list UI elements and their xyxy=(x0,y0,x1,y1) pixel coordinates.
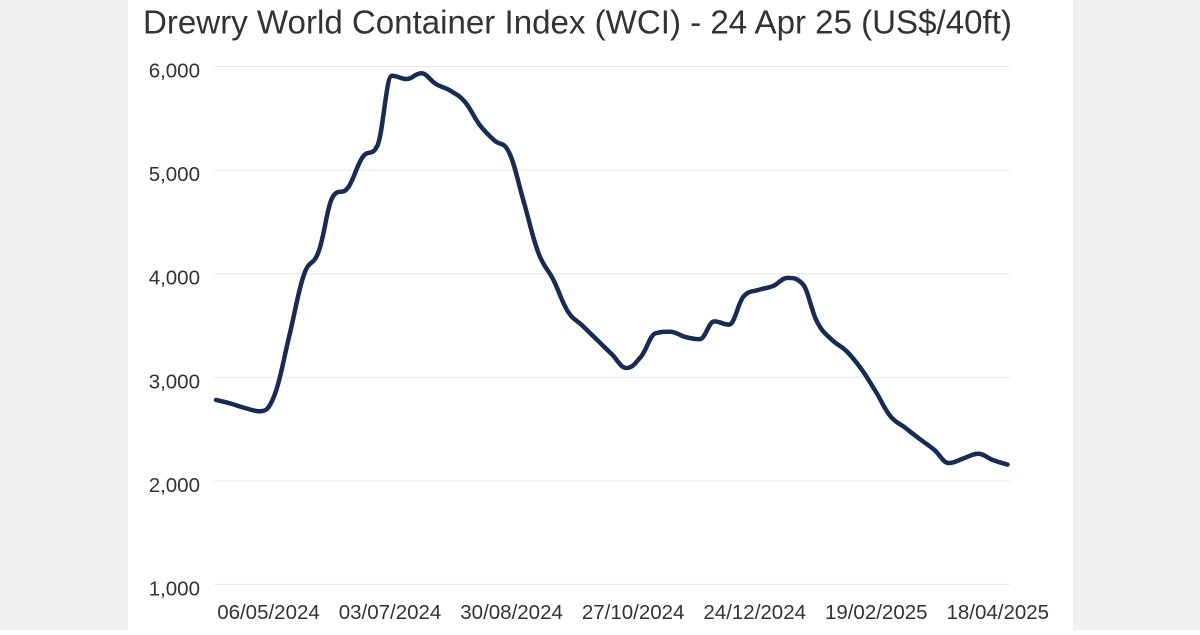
svg-text:27/10/2024: 27/10/2024 xyxy=(582,601,685,624)
svg-text:3,000: 3,000 xyxy=(149,370,200,393)
svg-text:03/07/2024: 03/07/2024 xyxy=(339,601,442,624)
svg-text:24/12/2024: 24/12/2024 xyxy=(703,601,806,624)
svg-text:2,000: 2,000 xyxy=(149,474,200,497)
svg-text:19/02/2025: 19/02/2025 xyxy=(825,601,928,624)
svg-text:1,000: 1,000 xyxy=(149,577,200,600)
svg-text:5,000: 5,000 xyxy=(149,163,200,186)
svg-text:30/08/2024: 30/08/2024 xyxy=(460,601,563,624)
svg-text:Drewry World Container Index (: Drewry World Container Index (WCI) - 24 … xyxy=(143,5,1012,42)
svg-text:4,000: 4,000 xyxy=(149,267,200,290)
svg-text:18/04/2025: 18/04/2025 xyxy=(946,601,1049,624)
svg-text:06/05/2024: 06/05/2024 xyxy=(217,601,320,624)
svg-text:6,000: 6,000 xyxy=(149,60,200,83)
